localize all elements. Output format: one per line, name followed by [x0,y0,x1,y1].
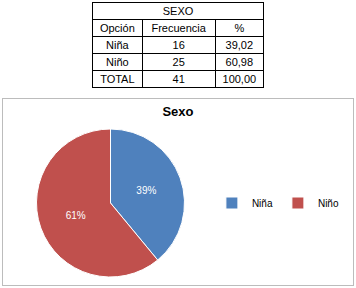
html-text:39,02: 39,02 [225,39,254,51]
svg-text:Niña: Niña [252,198,273,209]
svg-text:Sexo: Sexo [162,104,193,119]
html-text:41: 41 [172,73,185,85]
html-text:Frecuencia: Frecuencia [151,22,206,34]
html-text:TOTAL: TOTAL [100,73,135,85]
svg-text:61%: 61% [66,210,86,221]
html-text:Opción: Opción [99,22,135,34]
html-text:25: 25 [172,56,185,68]
html-text:Niño: Niño [106,56,129,68]
html-text:16: 16 [172,39,185,51]
html-text:SEXO: SEXO [162,5,194,17]
html-text:60,98: 60,98 [225,56,254,68]
svg-text:39%: 39% [136,185,156,196]
svg-text:Niño: Niño [318,198,339,209]
html-text:100,00: 100,00 [222,73,257,85]
html-text:Niña: Niña [106,39,129,51]
